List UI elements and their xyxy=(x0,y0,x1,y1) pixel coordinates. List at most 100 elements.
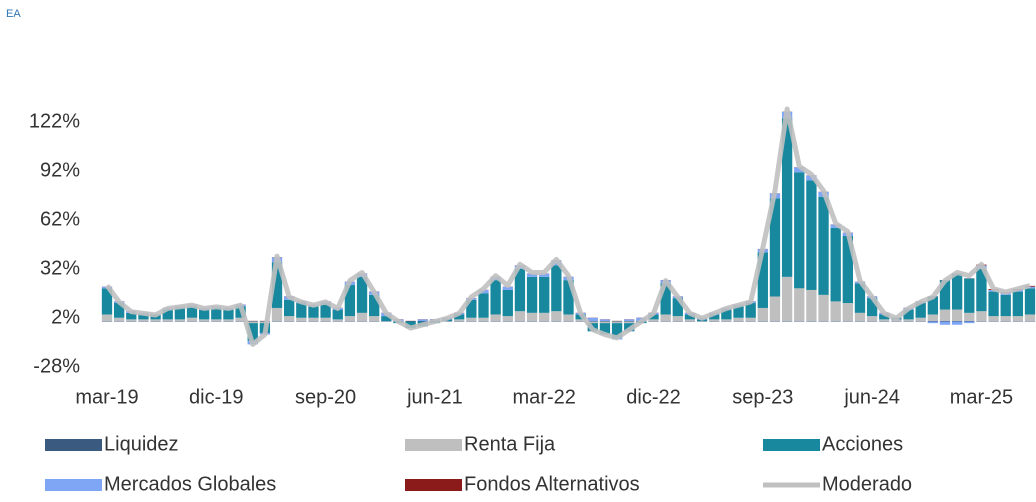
bar-segment xyxy=(818,295,828,321)
bar-segment xyxy=(199,319,209,321)
y-tick-label: 122% xyxy=(29,110,80,132)
bar-segment xyxy=(624,322,634,324)
bar-segment xyxy=(685,319,695,321)
legend-swatch xyxy=(405,439,462,451)
bar-segment xyxy=(964,279,974,313)
bar-segment xyxy=(1025,314,1035,321)
bar-segment xyxy=(867,316,877,321)
bar-segment xyxy=(138,319,148,321)
bar-segment xyxy=(490,314,500,321)
bar-segment xyxy=(770,296,780,321)
bar-segment xyxy=(879,319,889,321)
bar-segment xyxy=(988,292,998,317)
legend-swatch xyxy=(405,479,462,491)
bar-segment xyxy=(988,316,998,321)
y-tick-label: -28% xyxy=(33,356,80,378)
bar-segment xyxy=(709,319,719,321)
legend-label: Renta Fija xyxy=(464,433,556,455)
x-tick-label: dic-22 xyxy=(626,386,680,408)
bar-segment xyxy=(248,322,258,324)
bar-segment xyxy=(478,318,488,321)
bar-segment xyxy=(223,319,233,321)
bar-segment xyxy=(175,319,185,321)
bar-segment xyxy=(187,318,197,321)
bar-segment xyxy=(357,313,367,321)
bar-segment xyxy=(673,316,683,321)
bar-segment xyxy=(1001,316,1011,321)
bar-segment xyxy=(490,280,500,314)
x-tick-label: sep-23 xyxy=(732,386,793,408)
bar-segment xyxy=(600,319,610,321)
bar-segment xyxy=(551,311,561,321)
bar-segment xyxy=(746,318,756,321)
x-tick-label: mar-25 xyxy=(950,386,1013,408)
bar-segment xyxy=(199,310,209,320)
bar-segment xyxy=(806,180,816,290)
legend-label: Moderado xyxy=(822,473,912,495)
bar-segment xyxy=(466,318,476,321)
bar-segment xyxy=(1001,295,1011,316)
bar-segment xyxy=(126,319,136,321)
bar-segment xyxy=(308,306,318,317)
bar-segment xyxy=(102,314,112,321)
bar-segment xyxy=(308,318,318,321)
y-axis-unit: EA xyxy=(6,8,21,20)
bar-segment xyxy=(320,318,330,321)
bar-segment xyxy=(296,318,306,321)
bar-segment xyxy=(928,314,938,321)
bar-segment xyxy=(563,314,573,321)
bar-segment xyxy=(333,310,343,320)
x-tick-label: jun-24 xyxy=(843,386,900,408)
bar-segment xyxy=(600,322,610,324)
legend-swatch xyxy=(45,439,102,451)
bar-segment xyxy=(223,310,233,320)
bar-segment xyxy=(624,319,634,321)
legend-label: Acciones xyxy=(822,433,903,455)
bar-segment xyxy=(952,274,962,310)
x-tick-label: sep-20 xyxy=(295,386,356,408)
bar-segment xyxy=(369,316,379,321)
bar-segment xyxy=(721,319,731,321)
bar-segment xyxy=(903,319,913,321)
bar-segment xyxy=(527,313,537,321)
bar-segment xyxy=(418,319,428,321)
y-tick-label: 92% xyxy=(40,159,80,181)
x-tick-label: dic-19 xyxy=(189,386,243,408)
bar-segment xyxy=(284,300,294,316)
bar-segment xyxy=(1013,316,1023,321)
bar-segment xyxy=(831,228,841,302)
bar-segment xyxy=(733,318,743,321)
bar-segment xyxy=(794,288,804,321)
bar-segment xyxy=(503,290,513,316)
bar-segment xyxy=(503,316,513,321)
bar-segment xyxy=(551,265,561,311)
legend-swatch xyxy=(45,479,102,491)
bar-segment xyxy=(648,319,658,321)
bar-segment xyxy=(782,277,792,321)
bar-segment xyxy=(855,313,865,321)
bar-segment xyxy=(284,316,294,321)
bar-segment xyxy=(345,316,355,321)
y-tick-label: 2% xyxy=(51,307,80,329)
bar-segment xyxy=(272,308,282,321)
bar-segment xyxy=(794,172,804,288)
bar-segment xyxy=(964,322,974,324)
bar-segment xyxy=(333,319,343,321)
y-tick-label: 62% xyxy=(40,208,80,230)
bar-segment xyxy=(758,308,768,321)
bar-segment xyxy=(928,322,938,324)
bar-segment xyxy=(163,319,173,321)
bar-segment xyxy=(1013,292,1023,317)
bar-segment xyxy=(114,318,124,321)
legend-label: Liquidez xyxy=(104,433,179,455)
bar-segment xyxy=(588,318,598,321)
bar-segment xyxy=(515,311,525,321)
bar-segment xyxy=(527,277,537,313)
legend-label: Fondos Alternativos xyxy=(464,473,640,495)
x-tick-label: jun-21 xyxy=(406,386,463,408)
legend-label: Mercados Globales xyxy=(104,473,276,495)
bar-segment xyxy=(806,290,816,321)
legend-swatch xyxy=(763,439,820,451)
bar-segment xyxy=(454,319,464,321)
